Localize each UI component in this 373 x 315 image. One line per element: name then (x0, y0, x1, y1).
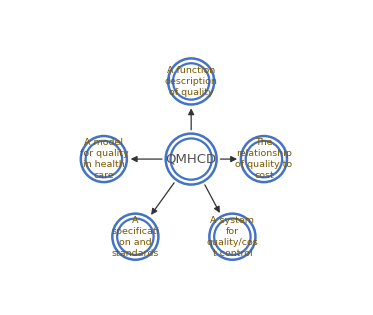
Text: A model
for quality
in health
care: A model for quality in health care (79, 138, 128, 180)
Text: The
relationship
of quality to
cost: The relationship of quality to cost (235, 138, 292, 180)
Circle shape (241, 136, 287, 182)
Circle shape (170, 139, 212, 180)
Circle shape (246, 141, 282, 177)
Circle shape (81, 136, 127, 182)
Circle shape (214, 219, 251, 255)
Circle shape (166, 134, 217, 185)
Circle shape (86, 141, 122, 177)
Text: A function
description
of quality: A function description of quality (165, 66, 217, 97)
Circle shape (173, 63, 209, 100)
Circle shape (112, 214, 159, 260)
Text: QMHCD: QMHCD (166, 152, 217, 166)
Circle shape (168, 58, 214, 105)
Text: A system
for
quality/cos
t control: A system for quality/cos t control (207, 215, 258, 258)
Circle shape (117, 219, 154, 255)
Text: A
specificati
on and
standards: A specificati on and standards (111, 215, 160, 258)
Circle shape (209, 214, 256, 260)
